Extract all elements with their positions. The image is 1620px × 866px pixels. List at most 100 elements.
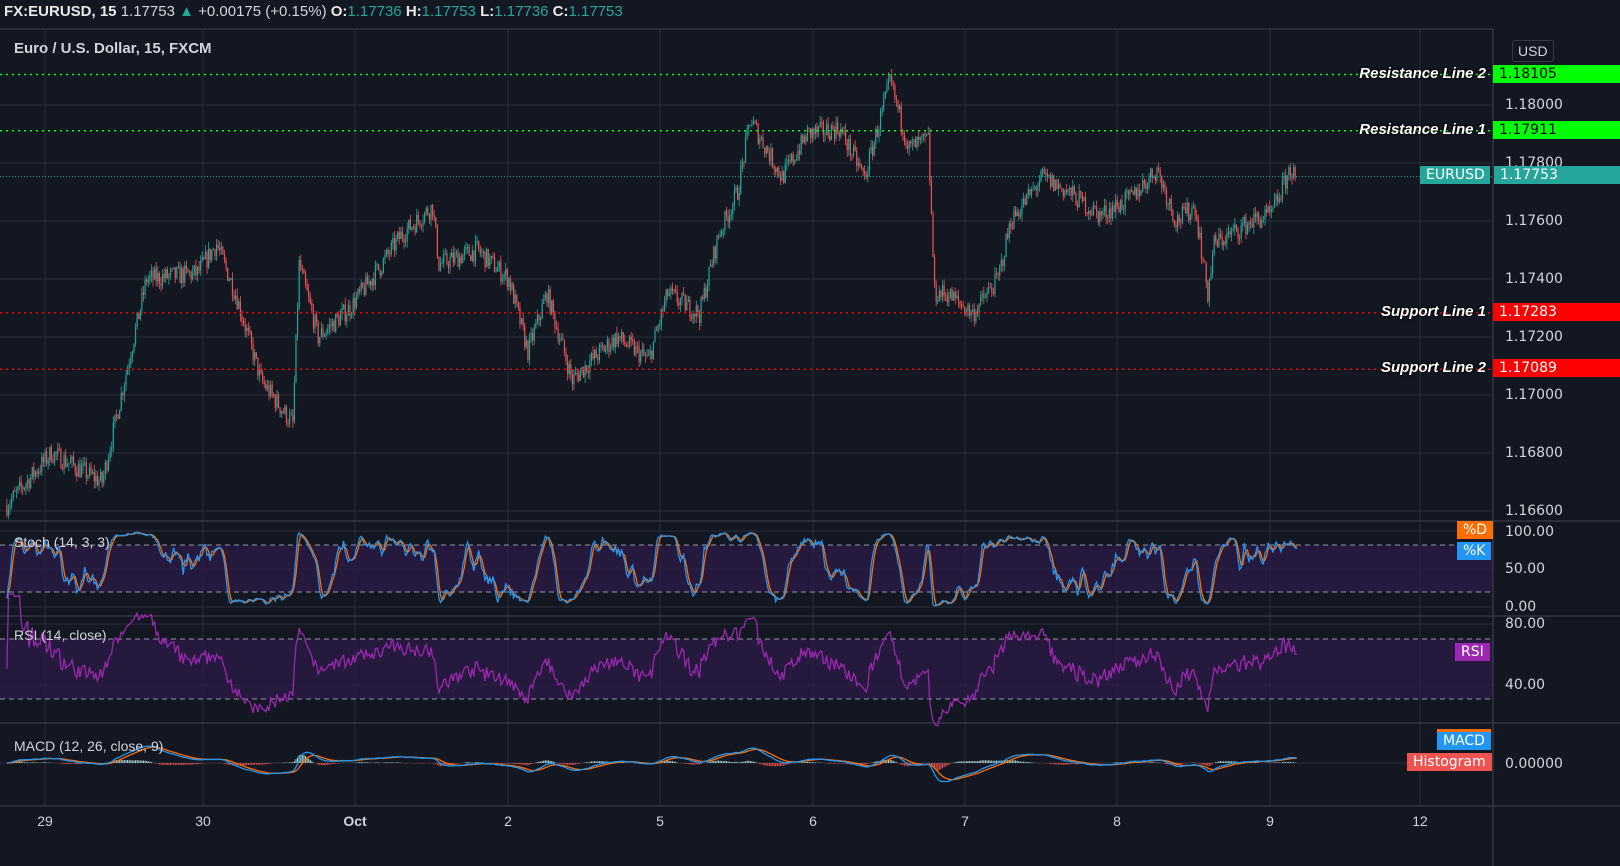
candle xyxy=(255,352,257,358)
candle xyxy=(1197,219,1199,238)
candle xyxy=(1191,207,1193,216)
candle xyxy=(938,291,940,302)
candle xyxy=(729,214,731,223)
candle xyxy=(1084,197,1087,214)
candle xyxy=(309,296,311,304)
candle xyxy=(1272,207,1274,210)
stoch-tick: 0.00 xyxy=(1505,599,1537,615)
candle xyxy=(182,268,184,283)
last-price: 1.17753 xyxy=(120,3,175,20)
candle xyxy=(987,287,990,292)
candle xyxy=(1140,191,1142,196)
candle xyxy=(786,161,788,164)
candle xyxy=(1105,205,1107,218)
candle xyxy=(733,190,736,205)
candle xyxy=(832,125,834,129)
candle xyxy=(41,456,43,472)
candle xyxy=(398,232,400,240)
candle xyxy=(322,328,324,337)
candle xyxy=(670,287,672,294)
candle xyxy=(1021,205,1023,216)
candle xyxy=(810,128,812,138)
candle xyxy=(487,248,489,266)
price-tick: 1.17400 xyxy=(1505,271,1563,287)
level-price-tag: 1.18105 xyxy=(1493,64,1620,83)
candle xyxy=(166,269,168,278)
price-tick: 1.17000 xyxy=(1505,387,1563,403)
candle xyxy=(525,340,527,348)
candle xyxy=(1184,207,1187,214)
candle xyxy=(493,256,496,272)
candle xyxy=(1014,209,1017,217)
candle xyxy=(466,246,469,248)
candle xyxy=(527,340,529,360)
candle xyxy=(1096,206,1098,212)
candle xyxy=(689,299,691,318)
candle xyxy=(975,311,977,321)
candle xyxy=(840,128,842,137)
candle xyxy=(249,330,251,333)
candle xyxy=(1246,224,1249,234)
candle xyxy=(371,278,373,286)
candle xyxy=(894,84,896,99)
level-label: Resistance Line 1 xyxy=(1359,120,1486,138)
candle xyxy=(212,249,214,251)
candle xyxy=(1278,198,1280,202)
symbol-name[interactable]: FX:EURUSD, 15 xyxy=(4,3,117,20)
candle xyxy=(1022,198,1025,206)
candle xyxy=(365,276,367,295)
candle xyxy=(989,287,991,289)
candle xyxy=(773,166,775,169)
candle xyxy=(438,256,440,271)
candle xyxy=(65,455,67,467)
candle xyxy=(949,288,952,298)
level-price-tag: 1.17089 xyxy=(1493,359,1620,378)
candle xyxy=(265,384,267,390)
candle xyxy=(1148,177,1150,187)
candle xyxy=(1273,199,1276,208)
stoch-title: Stoch (14, 3, 3) xyxy=(14,534,110,550)
candle xyxy=(98,480,100,486)
candle xyxy=(298,259,300,309)
candle xyxy=(420,225,423,227)
candle xyxy=(624,341,626,344)
candle xyxy=(1038,181,1041,187)
candle xyxy=(1232,228,1234,231)
candle xyxy=(616,333,618,345)
candle xyxy=(14,491,16,493)
time-tick: 29 xyxy=(37,813,53,829)
candle xyxy=(555,327,558,329)
currency-button[interactable]: USD xyxy=(1512,40,1554,62)
candle xyxy=(1037,186,1039,191)
candle xyxy=(263,381,265,385)
candle xyxy=(446,253,448,264)
candle xyxy=(1129,189,1131,195)
candle xyxy=(849,138,851,156)
candle xyxy=(625,343,628,347)
candle xyxy=(198,267,200,271)
candle xyxy=(406,228,408,242)
candle xyxy=(644,354,647,357)
candle xyxy=(339,314,342,326)
stoch-k-tag: %K xyxy=(1457,542,1492,560)
candle xyxy=(622,332,624,342)
candle xyxy=(619,336,621,339)
candle xyxy=(765,146,767,154)
candle xyxy=(1238,237,1241,239)
candle xyxy=(546,293,548,304)
rsi-tag: RSI xyxy=(1455,643,1490,661)
candle xyxy=(967,304,969,312)
candle xyxy=(571,374,573,385)
candle xyxy=(856,150,858,166)
candle xyxy=(601,345,604,347)
candle xyxy=(495,271,497,273)
candle xyxy=(883,98,885,108)
stoch-d-tag: %D xyxy=(1457,521,1494,539)
candle xyxy=(289,414,291,424)
candle xyxy=(694,313,696,317)
up-arrow-icon: ▲ xyxy=(179,3,194,20)
candle xyxy=(1103,205,1106,212)
candle xyxy=(1189,215,1191,221)
candle xyxy=(725,211,728,217)
